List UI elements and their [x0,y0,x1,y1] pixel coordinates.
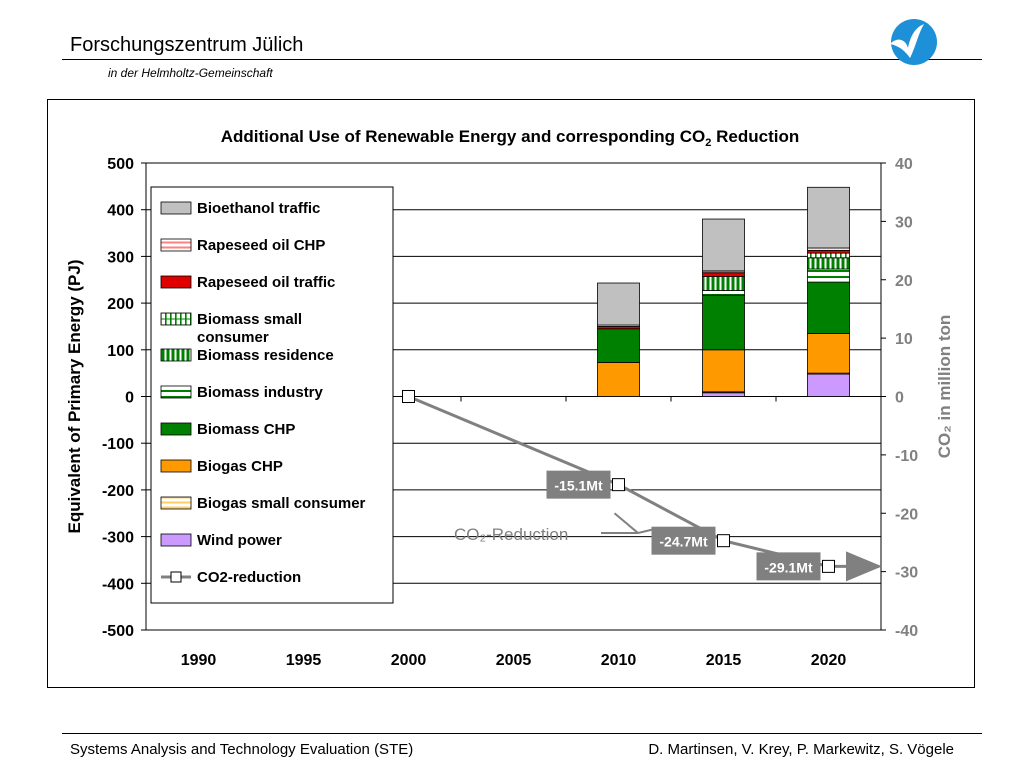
co2-data-label-box [546,470,611,499]
header-subtitle: in der Helmholtz-Gemeinschaft [108,66,273,80]
y-tick-label: -200 [102,483,134,500]
y2-tick-label: 0 [895,390,904,407]
legend-swatch [160,275,192,289]
y-tick-label: -100 [102,436,134,453]
bar-bioethanol-traffic [702,218,745,272]
footer-divider [62,733,982,734]
y2-tick-label: 30 [895,214,913,231]
bar-biomass-industry [807,268,850,283]
co2-data-label: -15.1Mt [554,478,603,494]
bar-biogas-chp [597,362,640,397]
bar-biomass-residence [702,276,745,291]
footer-right: D. Martinsen, V. Krey, P. Markewitz, S. … [648,741,954,758]
y2-tick-label: 10 [895,331,913,348]
legend-label: Biomass industry [197,384,324,401]
legend-swatch-co2-marker [170,571,182,583]
co2-point-marker [612,478,625,492]
y-tick-label: -500 [102,623,134,640]
x-tick-label: 2000 [391,652,427,669]
legend-label: Rapeseed oil traffic [197,274,335,291]
x-tick-label: 1995 [286,652,322,669]
annotation-leader [637,526,660,534]
legend-swatch [160,348,192,362]
y-tick-label: -400 [102,576,134,593]
co2-point-marker [717,534,730,548]
y-tick-label: 0 [125,390,134,407]
y2-tick-label: -30 [895,565,918,582]
x-tick-label: 2015 [706,652,742,669]
co2-data-label: -29.1Mt [764,559,813,575]
y2-tick-label: 20 [895,273,913,290]
legend-label: Wind power [197,532,282,549]
header-title: Forschungszentrum Jülich [70,34,304,56]
fz-juelich-logo-icon [890,19,937,65]
bar-biomass-industry [702,290,745,296]
legend-swatch [160,385,192,399]
legend-swatch [160,422,192,436]
bar-biogas-chp [702,349,745,393]
co2-point-marker [822,559,835,573]
chart-svg: Additional Use of Renewable Energy and c… [65,127,954,669]
bar-wind-power [807,373,850,397]
x-tick-label: 1990 [181,652,217,669]
x-tick-label: 2010 [601,652,637,669]
x-tick-label: 2020 [811,652,847,669]
legend-label: Bioethanol traffic [197,200,320,217]
y-tick-label: 500 [107,156,134,173]
legend-swatch [160,459,192,473]
x-tick-label: 2005 [496,652,532,669]
annotation-leader [613,512,639,534]
bar-biomass-chp [597,328,640,363]
legend-label: Biomass small [197,311,302,328]
y2-tick-label: -20 [895,506,918,523]
y-axis-label: Equivalent of Primary Energy (PJ) [65,260,84,534]
y-tick-label: 100 [107,343,134,360]
bar-bioethanol-traffic [807,186,850,249]
bar-rapeseed-oil-traffic [702,272,745,277]
bar-biogas-chp [807,333,850,374]
bar-rapeseed-oil-traffic [807,249,850,254]
legend-label: Biomass residence [197,347,334,364]
y2-tick-label: -10 [895,448,918,465]
footer-left: Systems Analysis and Technology Evaluati… [70,741,414,758]
y-tick-label: 400 [107,203,134,220]
y2-axis-label: CO₂ in million ton [935,315,954,459]
bar-biomass-chp [807,281,850,334]
co2-reduction-annotation: CO₂-Reduction [454,525,568,544]
legend-swatch [160,201,192,215]
header-divider [62,59,982,60]
legend-swatch [160,312,192,326]
bar-biomass-chp [702,294,745,351]
legend-swatch [160,533,192,547]
y-tick-label: 300 [107,249,134,266]
y-tick-label: -300 [102,530,134,547]
bar-wind-power [702,392,745,397]
co2-point-marker [402,390,415,403]
legend-label: Biomass CHP [197,421,295,438]
legend-label: CO2-reduction [197,569,301,586]
bar-biomass-small-consumer [807,252,850,259]
co2-data-label: -24.7Mt [659,534,708,550]
legend-label: Biogas small consumer [197,495,366,512]
legend-swatch [160,496,192,510]
y-tick-label: 200 [107,296,134,313]
legend-label: Rapeseed oil CHP [197,237,325,254]
bar-bioethanol-traffic [597,282,640,326]
legend-swatch [160,238,192,252]
chart-title: Additional Use of Renewable Energy and c… [221,127,800,149]
y2-tick-label: 40 [895,156,913,173]
legend-label: Biogas CHP [197,458,283,475]
co2-data-label-box [651,526,716,555]
bar-biomass-residence [807,257,850,270]
y2-tick-label: -40 [895,623,918,640]
co2-data-label-box [756,552,821,581]
chart-frame: Additional Use of Renewable Energy and c… [47,99,975,688]
legend-label: consumer [197,329,269,346]
